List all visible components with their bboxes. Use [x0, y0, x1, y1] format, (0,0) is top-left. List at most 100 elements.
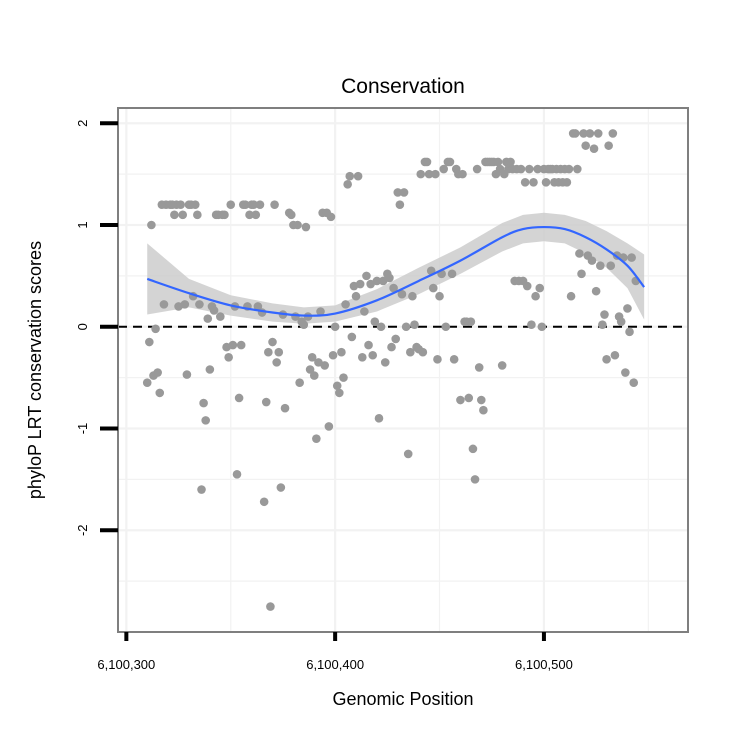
data-point — [391, 334, 400, 344]
y-tick-label: 0 — [75, 323, 90, 330]
data-point — [241, 200, 250, 209]
data-point — [155, 388, 165, 398]
data-point — [309, 371, 319, 380]
data-point — [424, 169, 434, 179]
data-point — [479, 405, 488, 415]
chart-title: Conservation — [341, 75, 465, 98]
x-tick-label: 6,100,500 — [515, 657, 573, 672]
data-point — [195, 300, 204, 309]
data-point — [153, 368, 162, 377]
data-point — [360, 307, 369, 316]
data-point — [332, 381, 342, 391]
data-point — [529, 177, 538, 187]
data-point — [408, 291, 417, 301]
data-point — [299, 320, 309, 330]
y-tick-label: -2 — [75, 524, 90, 536]
data-point — [228, 340, 238, 350]
data-point — [347, 332, 357, 342]
data-point — [330, 322, 340, 332]
data-point — [621, 368, 630, 377]
data-point — [205, 365, 215, 374]
y-tick-label: 2 — [75, 120, 90, 127]
data-point — [445, 157, 455, 167]
data-point — [522, 281, 532, 291]
data-point — [585, 129, 595, 138]
data-point — [224, 352, 233, 362]
data-point — [293, 220, 302, 230]
data-point — [180, 300, 190, 309]
smooth-fit-layer — [146, 225, 646, 317]
data-point — [497, 361, 507, 370]
data-point — [466, 317, 476, 326]
data-point — [474, 363, 484, 372]
data-point — [596, 261, 605, 271]
data-point — [326, 212, 336, 222]
data-point — [170, 210, 179, 220]
data-point — [236, 340, 246, 350]
data-point — [531, 291, 540, 301]
data-point — [403, 449, 413, 459]
data-point — [261, 397, 271, 407]
data-point — [520, 177, 530, 187]
data-point — [506, 157, 515, 167]
data-point — [341, 300, 350, 309]
data-point — [266, 602, 275, 611]
data-point — [533, 164, 542, 174]
data-point — [351, 291, 361, 301]
data-point — [562, 177, 572, 187]
data-point — [627, 253, 636, 262]
data-point — [324, 422, 334, 431]
data-point — [201, 416, 210, 425]
data-point — [629, 378, 639, 388]
data-point — [251, 210, 261, 220]
data-point — [410, 320, 419, 330]
data-point — [416, 169, 426, 179]
data-point — [380, 358, 390, 367]
data-point — [458, 169, 467, 179]
data-point — [328, 350, 338, 360]
data-point — [320, 361, 330, 370]
data-point — [564, 164, 574, 174]
data-point — [587, 256, 597, 265]
data-point — [598, 320, 607, 330]
data-point — [197, 485, 206, 494]
data-point — [447, 269, 457, 279]
data-point — [264, 347, 273, 357]
data-point — [203, 314, 213, 323]
y-tick-label: -1 — [75, 423, 90, 435]
data-point — [591, 286, 601, 296]
data-point — [226, 200, 236, 209]
data-point — [232, 469, 242, 479]
data-point — [368, 350, 378, 360]
x-tick-label: 6,100,400 — [306, 657, 364, 672]
data-point — [272, 358, 281, 367]
data-point — [589, 144, 599, 153]
data-point — [435, 291, 444, 301]
data-point — [280, 403, 290, 413]
data-point — [199, 398, 208, 408]
data-point — [159, 300, 169, 309]
data-point — [305, 365, 315, 374]
data-point — [389, 283, 398, 293]
data-point — [255, 200, 265, 209]
data-point — [370, 317, 380, 326]
data-point — [527, 320, 536, 330]
smooth-fit-line — [146, 225, 646, 317]
data-point — [593, 129, 603, 138]
data-point — [575, 249, 584, 258]
data-point — [535, 283, 545, 293]
data-point — [537, 322, 547, 332]
data-point — [468, 444, 478, 454]
data-point — [270, 200, 279, 209]
data-point — [147, 220, 156, 230]
data-point — [295, 378, 304, 388]
data-point — [610, 350, 620, 360]
data-point — [577, 269, 586, 279]
data-point — [472, 164, 482, 174]
data-point — [581, 141, 590, 150]
data-point — [142, 378, 152, 388]
data-point — [493, 157, 503, 167]
data-point — [343, 180, 352, 189]
data-point — [274, 347, 284, 357]
data-point — [441, 322, 451, 332]
